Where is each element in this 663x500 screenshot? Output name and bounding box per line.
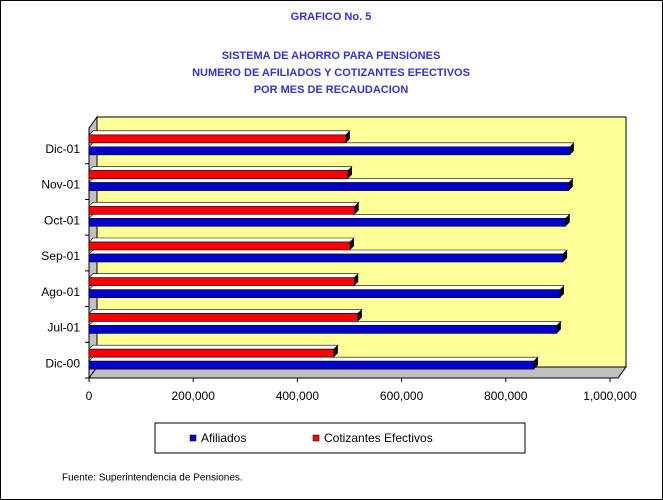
chart-subtitle: POR MES DE RECAUDACION — [254, 84, 409, 96]
y-tick-label: Dic-01 — [45, 142, 80, 156]
bar-end — [354, 273, 359, 286]
y-tick-label: Oct-01 — [44, 213, 80, 227]
x-tick-label: 800,000 — [484, 389, 528, 403]
x-tick-label: 0 — [86, 389, 93, 403]
y-tick-label: Ago-01 — [41, 285, 80, 299]
legend-swatch — [189, 434, 197, 442]
bar — [88, 241, 351, 251]
bar — [88, 134, 347, 144]
bar-top — [88, 201, 360, 207]
chart-title: GRAFICO No. 5 — [291, 11, 372, 23]
bar-top — [88, 178, 574, 183]
bar-top — [88, 213, 571, 219]
bar-end — [347, 166, 352, 179]
legend-swatch — [312, 434, 320, 442]
y-tick-label: Jul-01 — [47, 321, 80, 335]
source-note: Fuente: Superintendencia de Pensiones. — [62, 473, 243, 484]
bar — [88, 253, 564, 263]
bar-end — [354, 202, 359, 215]
bar-top — [88, 130, 351, 136]
y-tick-label: Sep-01 — [41, 249, 80, 263]
bar — [88, 182, 570, 191]
bar-end — [350, 238, 355, 250]
bar-top — [88, 309, 363, 314]
bar — [88, 277, 355, 287]
legend-box — [154, 422, 526, 454]
bar — [88, 146, 571, 156]
bar — [88, 289, 561, 299]
bar-end — [556, 321, 561, 334]
bar — [88, 313, 359, 322]
bar-end — [568, 178, 573, 191]
bar-top — [88, 237, 355, 243]
bar-end — [357, 309, 362, 322]
chart-subtitle: SISTEMA DE AHORRO PARA PENSIONES — [222, 50, 441, 62]
bar-top — [88, 166, 353, 171]
bar — [88, 205, 356, 215]
x-tick-label: 400,000 — [276, 389, 320, 403]
bar-end — [533, 357, 538, 370]
bar-top — [88, 142, 575, 148]
legend-label: Cotizantes Efectivos — [324, 431, 433, 445]
bar-end — [565, 214, 570, 227]
bar — [88, 217, 567, 227]
bar — [88, 170, 349, 179]
y-tick-label: Nov-01 — [41, 178, 80, 192]
bar-end — [333, 345, 338, 358]
chart-subtitle: NUMERO DE AFILIADOS Y COTIZANTES EFECTIV… — [192, 67, 470, 79]
bar-end — [563, 250, 568, 262]
bar-top — [88, 356, 539, 362]
bar — [88, 325, 558, 334]
bar — [88, 360, 535, 370]
bar-top — [88, 344, 339, 350]
bar — [88, 348, 335, 358]
bar-top — [88, 273, 359, 279]
bar-top — [88, 285, 565, 291]
bar-end — [345, 130, 350, 143]
y-tick-label: Dic-00 — [45, 356, 80, 370]
x-tick-label: 1,000,000 — [583, 389, 637, 403]
bar-end — [569, 142, 574, 155]
x-tick-label: 200,000 — [172, 389, 216, 403]
x-tick-label: 600,000 — [380, 389, 424, 403]
legend-label: Afiliados — [201, 431, 246, 445]
bar-top — [88, 321, 562, 326]
bar-top — [88, 249, 568, 255]
bar-end — [559, 285, 564, 298]
